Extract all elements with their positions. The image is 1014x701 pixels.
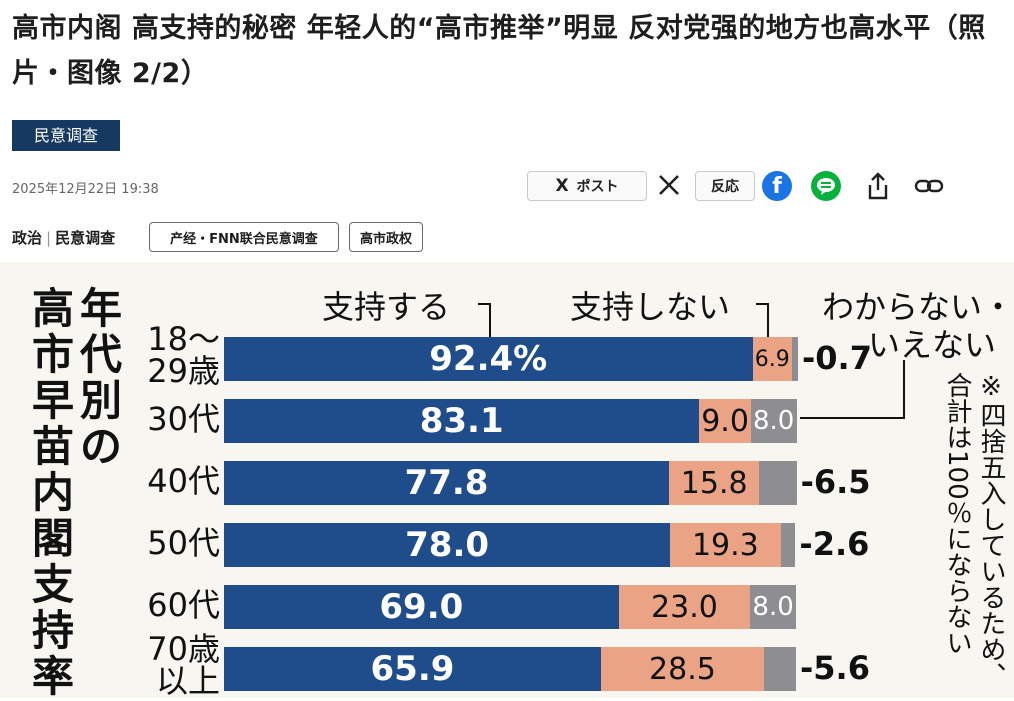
- post-label: ポスト: [576, 179, 619, 195]
- category-badge[interactable]: 民意调查: [12, 120, 120, 151]
- bar-support: 69.0: [224, 585, 619, 629]
- publish-date: 2025年12月22日 19:38: [12, 182, 159, 197]
- row-label: 50代: [147, 524, 220, 562]
- chart-title-char: 年: [79, 284, 122, 333]
- tag-takaichi-admin[interactable]: 高市政权: [349, 222, 423, 252]
- row-label: 40代: [147, 462, 220, 500]
- x-post-button[interactable]: X ポスト: [527, 171, 647, 201]
- legend-dont-know-line-2: いえない: [868, 326, 997, 364]
- article-headline: 高市内阁 高支持的秘密 年轻人的“高市推举”明显 反对党强的地方也高水平（照片・…: [12, 13, 986, 89]
- bar-dont-know: 8.0: [750, 585, 796, 629]
- dont-know-value: -0.7: [801, 339, 872, 377]
- chart-title-char: 早: [31, 376, 74, 425]
- share-icon[interactable]: [863, 170, 893, 202]
- breadcrumb: 政治 | 民意调查: [12, 229, 116, 247]
- chart-title-char: 持: [31, 606, 74, 655]
- x-logo-icon: X: [555, 176, 569, 196]
- chart-title-char: 代: [79, 330, 122, 379]
- legend-lines: [478, 303, 905, 419]
- bar-dont-know: [780, 523, 796, 567]
- chart-title-char: 高: [31, 284, 74, 333]
- link-icon[interactable]: [912, 170, 946, 202]
- bar-support: 83.1: [224, 399, 700, 443]
- chart-title-char: 支: [31, 560, 74, 609]
- legend-dont-know-line-1: わからない・: [822, 288, 1014, 326]
- x-reaction-icon[interactable]: [654, 170, 684, 200]
- tag-fnn-poll[interactable]: 产经・FNN联合民意调查: [149, 222, 339, 252]
- chart-title-part-2: 高市早苗内閣支持率: [30, 286, 76, 700]
- chart-title-char: の: [79, 422, 122, 471]
- row-label: 70歳 以上: [147, 630, 220, 700]
- bar-not-support: 15.8: [669, 461, 760, 505]
- bar-support: 65.9: [224, 647, 601, 691]
- chart-title-char: 苗: [31, 422, 74, 471]
- bar-not-support: 9.0: [699, 399, 751, 443]
- bar-not-support: 19.3: [670, 523, 781, 567]
- chart-title-part-1: 年代別の: [78, 286, 124, 470]
- chart-title-char: 別: [79, 376, 122, 425]
- bar-dont-know: [759, 461, 797, 505]
- legend-not-support: 支持しない: [570, 288, 731, 326]
- row-label: 60代: [147, 586, 220, 624]
- bar-support: 77.8: [224, 461, 670, 505]
- bar-not-support: 6.9: [752, 337, 792, 381]
- chart-title-char: 市: [31, 330, 74, 379]
- breadcrumb-politics[interactable]: 政治: [12, 229, 43, 247]
- legend-support: 支持する: [322, 288, 451, 326]
- breadcrumb-survey[interactable]: 民意调查: [55, 229, 116, 247]
- dont-know-value: -2.6: [799, 525, 870, 563]
- bar-support: 92.4%: [224, 337, 753, 381]
- chart-title-char: 率: [31, 652, 74, 701]
- row-label: 18〜 29歳: [147, 320, 220, 390]
- dont-know-value: -5.6: [800, 649, 870, 687]
- bar-dont-know: [791, 337, 798, 381]
- tags-row: 政治 | 民意调查 产经・FNN联合民意调查 高市政权: [12, 222, 1002, 252]
- row-label: 30代: [147, 400, 220, 438]
- bar-not-support: 23.0: [618, 585, 751, 629]
- bar-not-support: 28.5: [600, 647, 764, 691]
- line-icon[interactable]: [811, 171, 841, 201]
- bar-dont-know: [763, 647, 796, 691]
- reaction-button[interactable]: 反応: [695, 171, 755, 201]
- rounding-note: ※四捨五入しているため、合計は100％にならない: [942, 372, 1006, 688]
- facebook-icon[interactable]: f: [762, 171, 792, 201]
- bar-support: 78.0: [224, 523, 671, 567]
- chart-title-char: 内: [31, 468, 74, 517]
- article-image-chart: 高市早苗内閣支持率 年代別の 支持する 支持しない わからない・ いえない 18…: [0, 262, 1014, 700]
- chart-title-char: 閣: [31, 514, 74, 563]
- meta-row: 2025年12月22日 19:38 X ポスト 反応 f: [12, 170, 1002, 204]
- dont-know-value: -6.5: [800, 463, 871, 501]
- bar-dont-know: 8.0: [750, 399, 797, 443]
